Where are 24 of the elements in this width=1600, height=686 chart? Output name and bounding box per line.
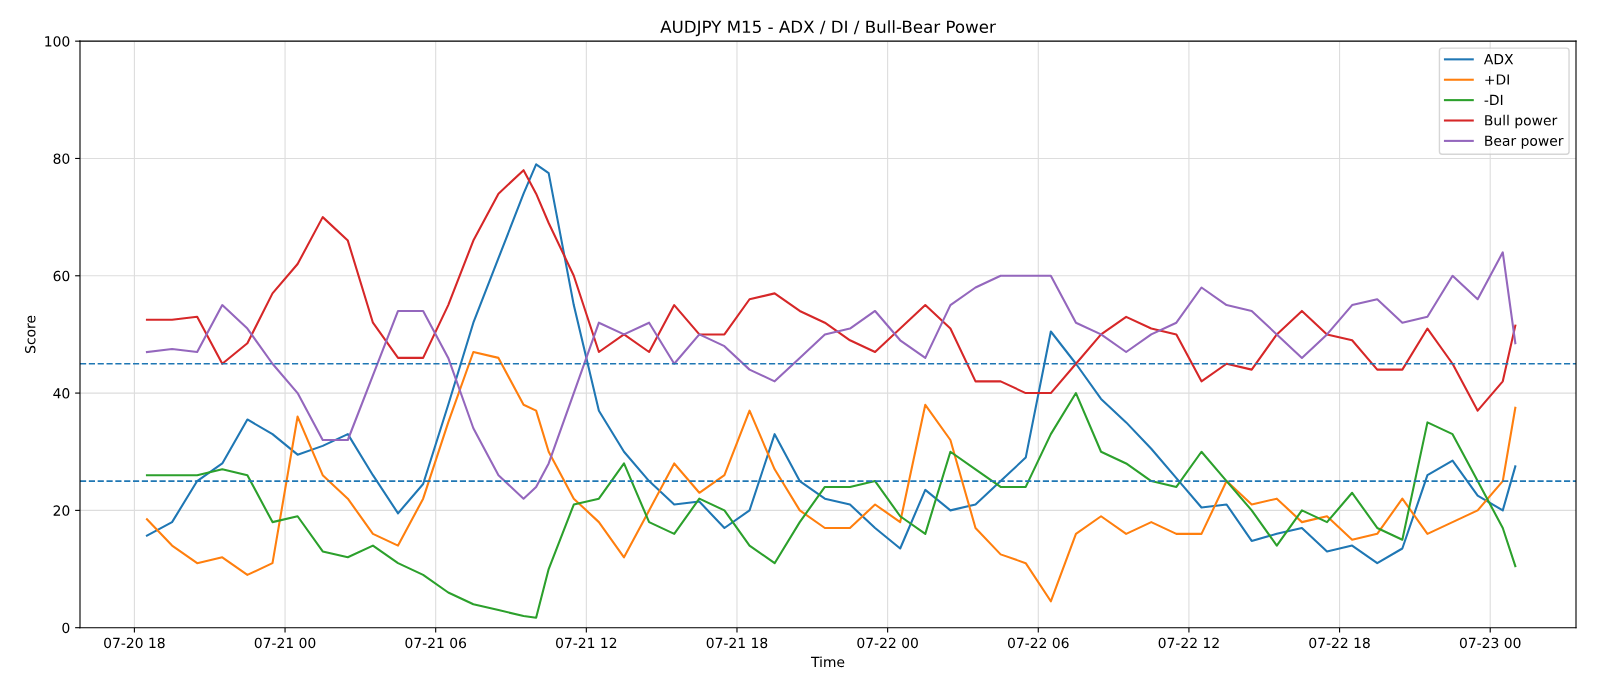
x-tick-label: 07-21 00	[254, 637, 316, 649]
legend-label: ADX	[1483, 54, 1514, 65]
y-axis-title: Score	[25, 315, 36, 353]
x-tick-label: 07-22 00	[857, 637, 918, 649]
y-tick-label: 60	[53, 270, 70, 282]
legend-label: Bear power	[1485, 135, 1564, 149]
x-tick-label: 07-20 18	[104, 637, 165, 649]
y-tick-label: 0	[62, 622, 70, 634]
x-tick-label: 07-22 06	[1007, 637, 1069, 649]
x-axis-title: Time	[810, 656, 845, 668]
legend-label: +DI	[1485, 74, 1509, 85]
chart-title: AUDJPY M15 - ADX / DI / Bull-Bear Power	[660, 20, 996, 37]
x-tick-label: 07-22 12	[1158, 637, 1219, 649]
x-tick-label: 07-21 06	[405, 637, 467, 649]
legend-label: Bull power	[1485, 114, 1558, 129]
y-tick-label: 40	[53, 388, 70, 399]
x-tick-label: 07-21 12	[556, 637, 617, 649]
x-tick-label: 07-21 18	[706, 637, 768, 649]
x-tick-label: 07-23 00	[1459, 637, 1521, 649]
y-tick-label: 20	[53, 505, 70, 516]
x-tick-label: 07-22 18	[1309, 637, 1370, 649]
y-tick-label: 80	[53, 153, 70, 164]
y-tick-label: 100	[45, 36, 70, 47]
legend-label: -DI	[1484, 94, 1503, 105]
